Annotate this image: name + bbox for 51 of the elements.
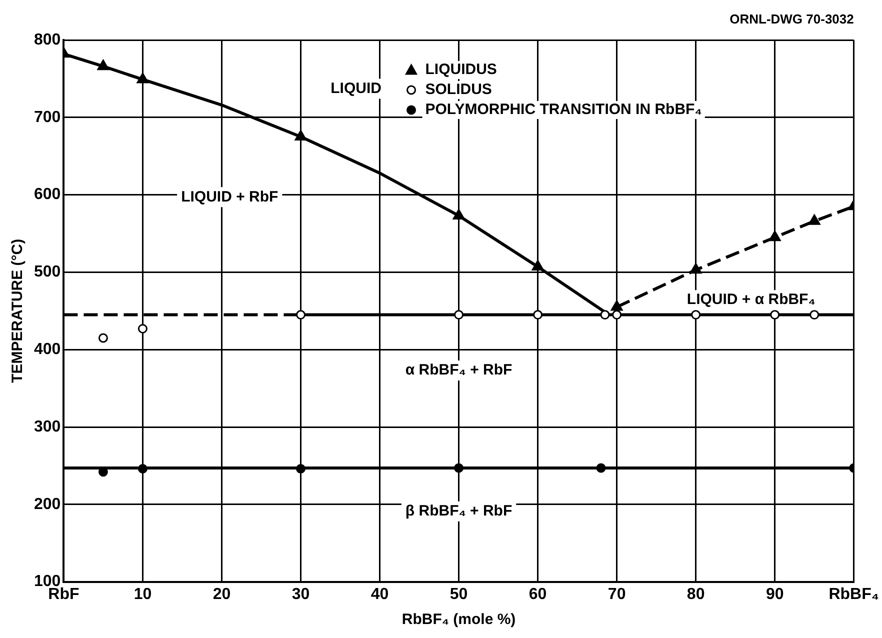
- x-tick-label: 90: [766, 586, 784, 603]
- point: [690, 263, 702, 274]
- y-tick-label: 400: [34, 341, 61, 358]
- x-tick-label: 30: [292, 586, 310, 603]
- x-tick-label: RbBF₄: [828, 586, 879, 603]
- y-tick-label: 300: [34, 418, 61, 436]
- x-tick-label: 20: [212, 586, 231, 603]
- point: [454, 310, 464, 320]
- point: [770, 310, 780, 320]
- point: [533, 310, 543, 320]
- point: [452, 208, 465, 220]
- y-axis-title: TEMPERATURE (°C): [9, 238, 26, 383]
- point: [810, 310, 820, 320]
- point: [768, 230, 781, 242]
- annotation: LIQUID: [330, 80, 382, 97]
- point: [454, 463, 464, 473]
- x-tick-label: 10: [134, 586, 152, 603]
- point: [612, 310, 622, 320]
- text: ORNL-DWG 70-3032: [730, 12, 854, 27]
- legend-label: LIQUIDUS: [425, 61, 497, 78]
- point: [97, 60, 110, 70]
- point: [136, 72, 149, 84]
- y-tick-label: 800: [34, 31, 61, 48]
- point: [138, 464, 148, 474]
- x-tick-label: 80: [686, 586, 705, 603]
- y-tick-label: 500: [34, 264, 61, 281]
- legend-label: SOLIDUS: [425, 81, 492, 98]
- y-tick-label: 600: [34, 186, 61, 204]
- annotation: β RbBF₄ + RbF: [405, 502, 512, 520]
- x-tick-label: 50: [450, 586, 468, 603]
- annotation: LIQUID + α RbBF₄: [686, 291, 816, 308]
- point: [296, 310, 306, 320]
- point: [808, 214, 820, 225]
- point: [691, 310, 701, 320]
- annotation: LIQUID + RbF: [181, 188, 278, 206]
- point: [532, 260, 544, 271]
- x-axis-title: RbBF₄ (mole %): [402, 611, 516, 628]
- point: [138, 324, 148, 334]
- point: [98, 333, 108, 343]
- x-tick-label: 70: [608, 586, 626, 603]
- y-tick-label: 200: [34, 496, 61, 513]
- point: [296, 464, 306, 474]
- legend-label: POLYMORPHIC TRANSITION IN RbBF₄: [425, 101, 702, 118]
- point: [600, 310, 610, 320]
- point: [596, 463, 606, 473]
- y-tick-label: 700: [34, 108, 61, 126]
- annotation: α RbBF₄ + RbF: [405, 362, 512, 379]
- x-tick-label: 60: [528, 586, 547, 603]
- point: [294, 130, 307, 140]
- x-tick-label: 40: [370, 586, 389, 603]
- point: [610, 300, 623, 311]
